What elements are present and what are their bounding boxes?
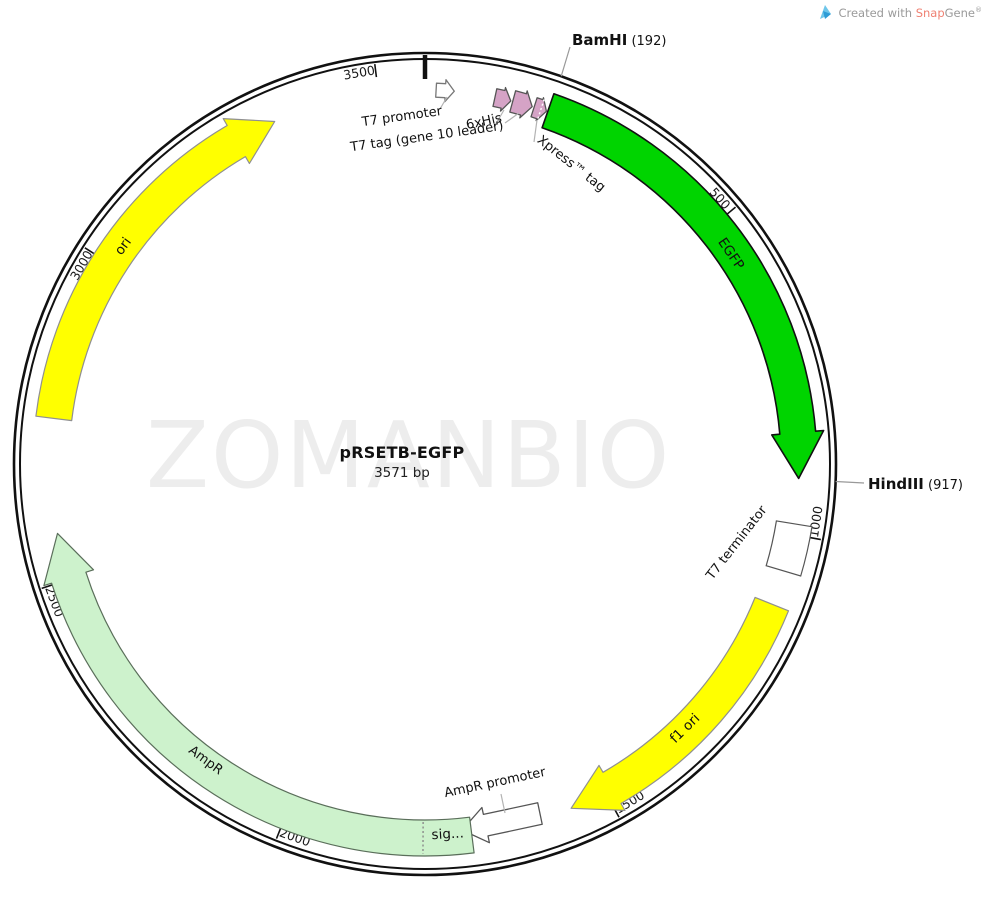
site-label-hindiii[interactable]: HindIII (917) bbox=[868, 475, 963, 493]
leader-line-0 bbox=[439, 96, 448, 110]
snapgene-credit: Created with SnapGene® bbox=[819, 5, 982, 20]
feature-ampr[interactable] bbox=[43, 532, 475, 857]
restriction-sites: BamHI (192) HindIII (917) bbox=[560, 31, 963, 493]
plasmid-title-block: pRSETB-EGFP 3571 bp bbox=[302, 443, 502, 481]
leader-line-1 bbox=[493, 109, 505, 128]
feature-t7-terminator[interactable] bbox=[765, 520, 813, 577]
ring-outer bbox=[12, 51, 838, 877]
watermark: ZOMANBIO bbox=[146, 402, 672, 509]
feature-ampr-sig-label: sig... bbox=[431, 825, 464, 843]
registered-mark: ® bbox=[975, 5, 982, 14]
site-line-hindiii bbox=[835, 480, 865, 484]
plasmid-size: 3571 bp bbox=[374, 465, 430, 481]
feature-xpress-tag[interactable] bbox=[530, 97, 548, 122]
credit-text: Created with SnapGene® bbox=[838, 6, 982, 20]
feature-ori[interactable] bbox=[35, 118, 276, 422]
snapgene-logo-icon bbox=[820, 5, 832, 19]
leader-line-3 bbox=[533, 119, 538, 143]
feature-egfp[interactable] bbox=[541, 93, 825, 480]
credit-prefix: Created with bbox=[838, 5, 916, 20]
site-label-bamhi[interactable]: BamHI (192) bbox=[572, 31, 666, 49]
brand-gene: Gene bbox=[944, 5, 975, 20]
t7-promoter-label: T7 promoter bbox=[360, 104, 444, 130]
t7-terminator-label: T7 terminator bbox=[703, 503, 771, 584]
feature-6xhis[interactable] bbox=[509, 90, 533, 119]
feature-f1-ori[interactable] bbox=[570, 596, 790, 811]
ampr-promoter-label: AmpR promoter bbox=[443, 765, 548, 801]
leader-line-2 bbox=[504, 112, 520, 124]
6xhis-label: 6xHis bbox=[465, 111, 504, 133]
leader-line-4 bbox=[500, 793, 506, 814]
feature-t7-tag[interactable] bbox=[492, 86, 512, 112]
backbone-ring bbox=[12, 51, 838, 877]
tick-label-3500: 3500 bbox=[342, 62, 376, 82]
feature-xpress-tag-divider bbox=[535, 95, 546, 123]
feature-t7-promoter[interactable] bbox=[435, 79, 455, 103]
brand-snap: Snap bbox=[915, 5, 945, 20]
feature-ampr-promoter[interactable] bbox=[461, 802, 543, 844]
site-line-bamhi bbox=[560, 46, 571, 77]
tick-3500 bbox=[373, 64, 378, 78]
plasmid-name: pRSETB-EGFP bbox=[339, 443, 465, 462]
leader-lines bbox=[439, 96, 538, 814]
